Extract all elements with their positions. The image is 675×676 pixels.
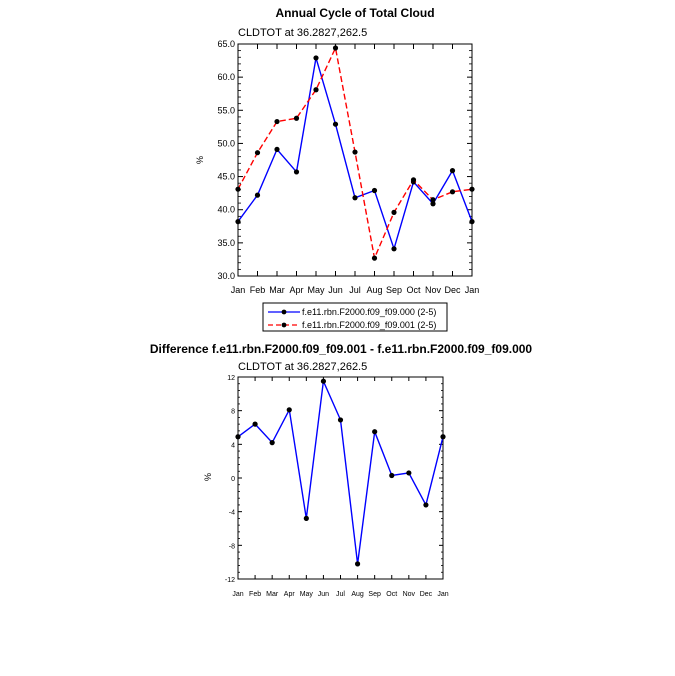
data-point (372, 429, 378, 435)
x-tick-label: Jul (349, 285, 361, 295)
series-group (235, 378, 446, 567)
x-tick-label: Mar (266, 591, 279, 598)
x-tick-label: Nov (425, 285, 442, 295)
x-tick-label: Oct (386, 591, 397, 598)
chart-title: Difference f.e11.rbn.F2000.f09_f09.001 -… (150, 342, 533, 356)
y-tick-label: -4 (229, 510, 235, 517)
data-point (371, 255, 378, 261)
x-tick-label: Mar (269, 285, 285, 295)
legend: f.e11.rbn.F2000.f09_f09.000 (2-5) f.e11.… (262, 302, 448, 332)
data-point (303, 515, 309, 522)
x-tick-label: Feb (249, 591, 261, 598)
legend-box (262, 302, 448, 332)
data-point (313, 55, 319, 61)
x-tick-label: Oct (406, 285, 421, 295)
data-point (469, 219, 475, 225)
x-tick-label: Dec (420, 591, 433, 598)
x-tick-label: Jan (465, 285, 480, 295)
legend-label-series-1: f.e11.rbn.F2000.f09_f09.000 (2-5) (302, 307, 436, 317)
data-point (430, 197, 436, 203)
y-axis-ticks: -12 -8 -4 0 4 8 12 (225, 375, 443, 584)
y-tick-label: 30.0 (217, 271, 235, 281)
data-point (391, 209, 397, 215)
x-tick-label: Jun (328, 285, 343, 295)
data-point (469, 186, 475, 192)
chart-subtitle: CLDTOT at 36.2827,262.5 (238, 361, 367, 373)
x-tick-label: Nov (403, 591, 416, 598)
y-tick-label: 35.0 (217, 238, 235, 248)
data-point (352, 149, 358, 155)
x-tick-label: Sep (368, 591, 381, 598)
data-point (313, 87, 319, 93)
x-tick-label: Jan (232, 591, 243, 598)
y-tick-label: 12 (227, 375, 235, 382)
y-tick-label: 0 (231, 476, 235, 483)
y-axis-label: % (195, 156, 205, 164)
difference-chart: Difference f.e11.rbn.F2000.f09_f09.001 -… (150, 342, 533, 598)
x-tick-label: Jan (437, 591, 448, 598)
x-tick-label: Apr (289, 285, 303, 295)
x-tick-label: Aug (366, 285, 382, 295)
y-tick-label: 4 (231, 442, 235, 449)
data-point (293, 115, 300, 121)
data-point (235, 434, 241, 440)
y-tick-label: 8 (231, 409, 235, 416)
y-tick-label: 50.0 (217, 138, 235, 148)
x-tick-label: Aug (351, 591, 364, 598)
x-tick-label: Jan (231, 285, 246, 295)
y-tick-label: 60.0 (217, 72, 235, 82)
y-tick-label: 40.0 (217, 205, 235, 215)
chart-subtitle: CLDTOT at 36.2827,262.5 (238, 27, 367, 39)
data-point (352, 195, 358, 201)
y-tick-label: -8 (229, 543, 235, 550)
data-point (423, 502, 429, 508)
x-tick-label: Dec (444, 285, 461, 295)
data-point (337, 417, 344, 423)
data-point (406, 470, 412, 476)
y-tick-label: 65.0 (217, 39, 235, 49)
x-tick-label: Feb (250, 285, 266, 295)
data-point (354, 561, 361, 567)
legend-label-series-2: f.e11.rbn.F2000.f09_f09.001 (2-5) (302, 320, 436, 330)
y-tick-label: -12 (225, 577, 235, 584)
data-point (235, 186, 241, 192)
legend-marker-series-2 (281, 322, 287, 328)
data-point (410, 177, 417, 183)
data-point (274, 118, 280, 125)
data-point (449, 189, 456, 195)
data-point (269, 440, 275, 446)
chart-title: Annual Cycle of Total Cloud (275, 6, 434, 20)
data-point (430, 201, 436, 207)
data-point (332, 45, 339, 51)
x-tick-label: Sep (386, 285, 402, 295)
y-tick-label: 55.0 (217, 105, 235, 115)
series-group (235, 45, 475, 261)
data-point (389, 472, 395, 479)
x-tick-label: Jun (318, 591, 329, 598)
x-tick-label: Apr (284, 591, 296, 598)
x-tick-label: May (300, 591, 314, 598)
data-point (254, 150, 261, 156)
data-point (293, 169, 300, 175)
data-point (371, 187, 378, 194)
data-point (332, 121, 339, 127)
legend-marker-series-1 (281, 309, 287, 315)
x-tick-label: May (307, 285, 325, 295)
data-point (235, 219, 241, 225)
data-point (252, 421, 258, 427)
y-tick-label: 45.0 (217, 172, 235, 182)
y-axis-label: % (203, 473, 213, 481)
data-point (274, 146, 280, 152)
data-point (391, 246, 397, 252)
x-axis-ticks: Jan Feb Mar Apr May Jun Jul Aug Sep Oct Nov Dec Jan (231, 44, 480, 295)
data-point (254, 192, 261, 198)
data-point (286, 407, 292, 413)
annual-cycle-chart: Annual Cycle of Total Cloud CLDTOT at 36… (195, 6, 480, 332)
data-point (440, 434, 446, 440)
x-tick-label: Jul (336, 591, 345, 598)
x-axis-ticks: Jan Feb Mar Apr May Jun Jul Aug Sep Oct Nov Dec Jan (232, 377, 449, 598)
data-point (320, 378, 327, 384)
data-point (449, 168, 456, 174)
